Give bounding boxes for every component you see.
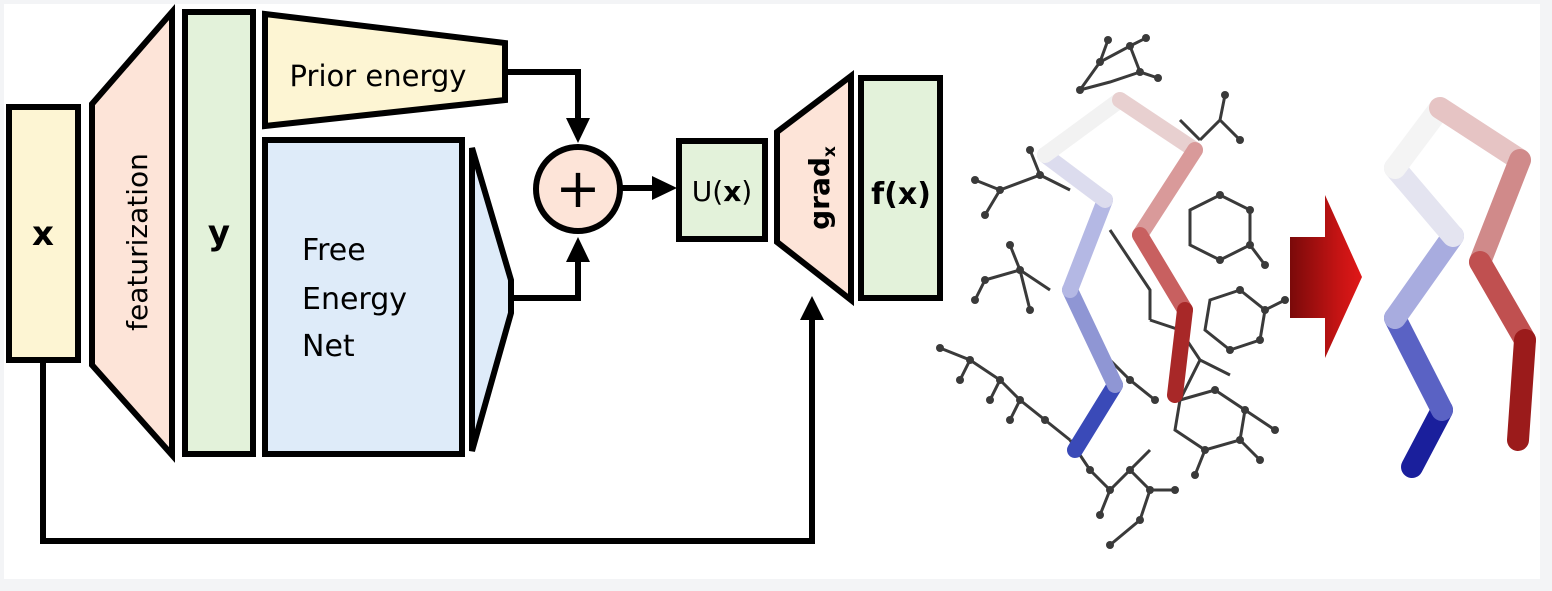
force-label: f(x) [871,177,931,212]
free-energy-net-output [469,147,514,452]
energy-box [676,138,768,242]
energy-label-prefix: U( [692,175,723,208]
free-energy-net-line-2: Energy [302,282,407,317]
free-energy-net-box [262,137,465,457]
prior-arrowhead [566,118,590,143]
prior-energy-label: Prior energy [290,59,467,93]
coarse-graining-arrow [1290,195,1362,358]
input-label: x [32,214,54,254]
grad-label-text: grad [803,157,836,230]
featurization-block [89,3,175,463]
prior-to-sum-arrow [505,69,581,122]
force-label-suffix: ) [917,177,931,212]
atoms [936,34,1289,549]
energy-label-var: x [723,175,741,208]
grad-label: gradx [803,146,840,230]
energy-label: U(x) [692,175,752,208]
features-label: y [208,213,230,253]
cg-backbone-overlay [1037,92,1203,458]
canvas-panel [4,4,1540,579]
skip-arrowhead [800,296,824,320]
input-box [6,104,81,363]
skip-connection-arrow [40,318,815,544]
sum-node [533,144,623,234]
sum-symbol: + [555,157,600,220]
net-to-sum-arrow [511,258,581,301]
prior-energy-block [262,10,508,130]
net-arrowhead [566,237,590,262]
grad-label-subscript: x [820,146,840,157]
energy-label-suffix: ) [741,175,752,208]
free-energy-net-line-1: Free [302,233,366,268]
free-energy-net-line-3: Net [302,329,355,364]
force-box [858,75,943,301]
sum-arrowhead [652,176,677,200]
cg-molecule [1384,97,1536,478]
all-atom-molecule [936,34,1289,549]
features-box [182,9,256,457]
force-label-prefix: f( [871,177,898,212]
free-energy-net-label: Free Energy Net [302,233,417,364]
grad-block [774,69,854,307]
force-label-var: x [898,177,917,212]
featurization-label: featurization [121,153,154,331]
